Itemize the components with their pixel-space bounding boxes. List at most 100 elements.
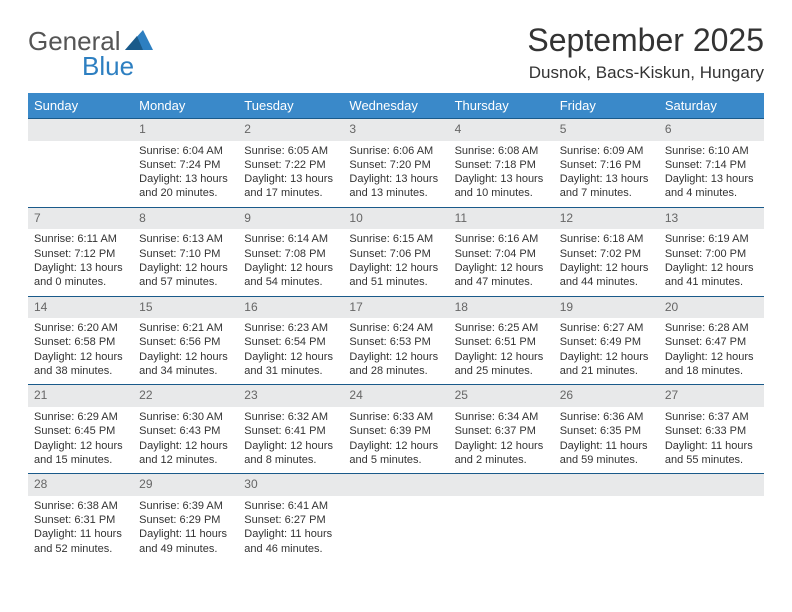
daylight-text-1: Daylight: 13 hours [139, 172, 232, 186]
sunset-text: Sunset: 6:43 PM [139, 424, 232, 438]
sunrise-text: Sunrise: 6:13 AM [139, 232, 232, 246]
day-cell [28, 141, 133, 208]
sunrise-text: Sunrise: 6:21 AM [139, 321, 232, 335]
day-number: 3 [343, 119, 448, 141]
daylight-text-2: and 51 minutes. [349, 275, 442, 289]
weekday-header: Sunday [28, 93, 133, 119]
day-number: 9 [238, 207, 343, 229]
daylight-text-2: and 28 minutes. [349, 364, 442, 378]
daylight-text-2: and 0 minutes. [34, 275, 127, 289]
day-detail-row: Sunrise: 6:29 AMSunset: 6:45 PMDaylight:… [28, 407, 764, 474]
sunrise-text: Sunrise: 6:06 AM [349, 144, 442, 158]
day-number: 20 [659, 296, 764, 318]
day-number-row: 14151617181920 [28, 296, 764, 318]
sunset-text: Sunset: 6:51 PM [455, 335, 548, 349]
day-cell [659, 496, 764, 562]
day-cell: Sunrise: 6:34 AMSunset: 6:37 PMDaylight:… [449, 407, 554, 474]
day-cell: Sunrise: 6:41 AMSunset: 6:27 PMDaylight:… [238, 496, 343, 562]
day-number: 12 [554, 207, 659, 229]
sunrise-text: Sunrise: 6:41 AM [244, 499, 337, 513]
sunrise-text: Sunrise: 6:18 AM [560, 232, 653, 246]
daylight-text-1: Daylight: 12 hours [349, 350, 442, 364]
day-number: 7 [28, 207, 133, 229]
daylight-text-1: Daylight: 12 hours [665, 350, 758, 364]
sunrise-text: Sunrise: 6:24 AM [349, 321, 442, 335]
sunset-text: Sunset: 7:24 PM [139, 158, 232, 172]
day-cell [449, 496, 554, 562]
sunset-text: Sunset: 7:08 PM [244, 247, 337, 261]
daylight-text-1: Daylight: 12 hours [34, 439, 127, 453]
daylight-text-2: and 49 minutes. [139, 542, 232, 556]
day-number: 8 [133, 207, 238, 229]
day-cell: Sunrise: 6:10 AMSunset: 7:14 PMDaylight:… [659, 141, 764, 208]
day-number: 13 [659, 207, 764, 229]
day-number: 11 [449, 207, 554, 229]
sunrise-text: Sunrise: 6:30 AM [139, 410, 232, 424]
daylight-text-2: and 59 minutes. [560, 453, 653, 467]
sunset-text: Sunset: 6:33 PM [665, 424, 758, 438]
daylight-text-2: and 57 minutes. [139, 275, 232, 289]
sunrise-text: Sunrise: 6:19 AM [665, 232, 758, 246]
day-cell: Sunrise: 6:28 AMSunset: 6:47 PMDaylight:… [659, 318, 764, 385]
sunrise-text: Sunrise: 6:08 AM [455, 144, 548, 158]
day-cell: Sunrise: 6:21 AMSunset: 6:56 PMDaylight:… [133, 318, 238, 385]
daylight-text-2: and 54 minutes. [244, 275, 337, 289]
weekday-header: Saturday [659, 93, 764, 119]
sunrise-text: Sunrise: 6:29 AM [34, 410, 127, 424]
daylight-text-2: and 25 minutes. [455, 364, 548, 378]
day-number: 25 [449, 385, 554, 407]
day-cell: Sunrise: 6:13 AMSunset: 7:10 PMDaylight:… [133, 229, 238, 296]
day-number: 23 [238, 385, 343, 407]
day-number: 4 [449, 119, 554, 141]
daylight-text-1: Daylight: 12 hours [139, 439, 232, 453]
day-number [554, 474, 659, 496]
daylight-text-1: Daylight: 12 hours [455, 439, 548, 453]
day-number: 16 [238, 296, 343, 318]
daylight-text-2: and 4 minutes. [665, 186, 758, 200]
sunrise-text: Sunrise: 6:20 AM [34, 321, 127, 335]
day-cell: Sunrise: 6:23 AMSunset: 6:54 PMDaylight:… [238, 318, 343, 385]
sunset-text: Sunset: 6:41 PM [244, 424, 337, 438]
daylight-text-1: Daylight: 13 hours [349, 172, 442, 186]
day-cell: Sunrise: 6:14 AMSunset: 7:08 PMDaylight:… [238, 229, 343, 296]
day-cell: Sunrise: 6:39 AMSunset: 6:29 PMDaylight:… [133, 496, 238, 562]
weekday-header: Tuesday [238, 93, 343, 119]
page-title: September 2025 [527, 22, 764, 59]
daylight-text-2: and 17 minutes. [244, 186, 337, 200]
weekday-header: Monday [133, 93, 238, 119]
day-number: 29 [133, 474, 238, 496]
day-detail-row: Sunrise: 6:04 AMSunset: 7:24 PMDaylight:… [28, 141, 764, 208]
day-cell: Sunrise: 6:38 AMSunset: 6:31 PMDaylight:… [28, 496, 133, 562]
day-number: 15 [133, 296, 238, 318]
day-cell: Sunrise: 6:30 AMSunset: 6:43 PMDaylight:… [133, 407, 238, 474]
day-number: 1 [133, 119, 238, 141]
daylight-text-2: and 5 minutes. [349, 453, 442, 467]
day-number: 19 [554, 296, 659, 318]
weekday-header-row: Sunday Monday Tuesday Wednesday Thursday… [28, 93, 764, 119]
daylight-text-2: and 47 minutes. [455, 275, 548, 289]
daylight-text-2: and 52 minutes. [34, 542, 127, 556]
sunrise-text: Sunrise: 6:32 AM [244, 410, 337, 424]
day-number: 5 [554, 119, 659, 141]
sunrise-text: Sunrise: 6:09 AM [560, 144, 653, 158]
weekday-header: Friday [554, 93, 659, 119]
sunrise-text: Sunrise: 6:34 AM [455, 410, 548, 424]
day-detail-row: Sunrise: 6:20 AMSunset: 6:58 PMDaylight:… [28, 318, 764, 385]
day-number: 24 [343, 385, 448, 407]
daylight-text-1: Daylight: 13 hours [34, 261, 127, 275]
sunset-text: Sunset: 7:20 PM [349, 158, 442, 172]
day-cell: Sunrise: 6:04 AMSunset: 7:24 PMDaylight:… [133, 141, 238, 208]
day-cell: Sunrise: 6:15 AMSunset: 7:06 PMDaylight:… [343, 229, 448, 296]
daylight-text-2: and 12 minutes. [139, 453, 232, 467]
sunrise-text: Sunrise: 6:37 AM [665, 410, 758, 424]
daylight-text-1: Daylight: 13 hours [244, 172, 337, 186]
day-cell [554, 496, 659, 562]
day-number: 27 [659, 385, 764, 407]
day-number: 21 [28, 385, 133, 407]
sunset-text: Sunset: 6:37 PM [455, 424, 548, 438]
daylight-text-2: and 15 minutes. [34, 453, 127, 467]
sunrise-text: Sunrise: 6:05 AM [244, 144, 337, 158]
day-number: 30 [238, 474, 343, 496]
day-number: 28 [28, 474, 133, 496]
daylight-text-2: and 44 minutes. [560, 275, 653, 289]
